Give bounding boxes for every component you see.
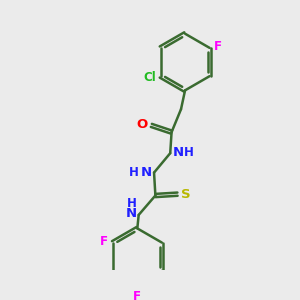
Text: S: S (181, 188, 191, 201)
Text: F: F (214, 40, 222, 53)
Text: Cl: Cl (144, 71, 157, 84)
Text: N: N (141, 166, 152, 179)
Text: N: N (125, 207, 136, 220)
Text: F: F (133, 290, 141, 300)
Text: H: H (129, 166, 139, 179)
Text: H: H (184, 146, 194, 159)
Text: H: H (127, 197, 136, 210)
Text: O: O (137, 118, 148, 130)
Text: N: N (173, 146, 184, 159)
Text: F: F (100, 235, 108, 248)
